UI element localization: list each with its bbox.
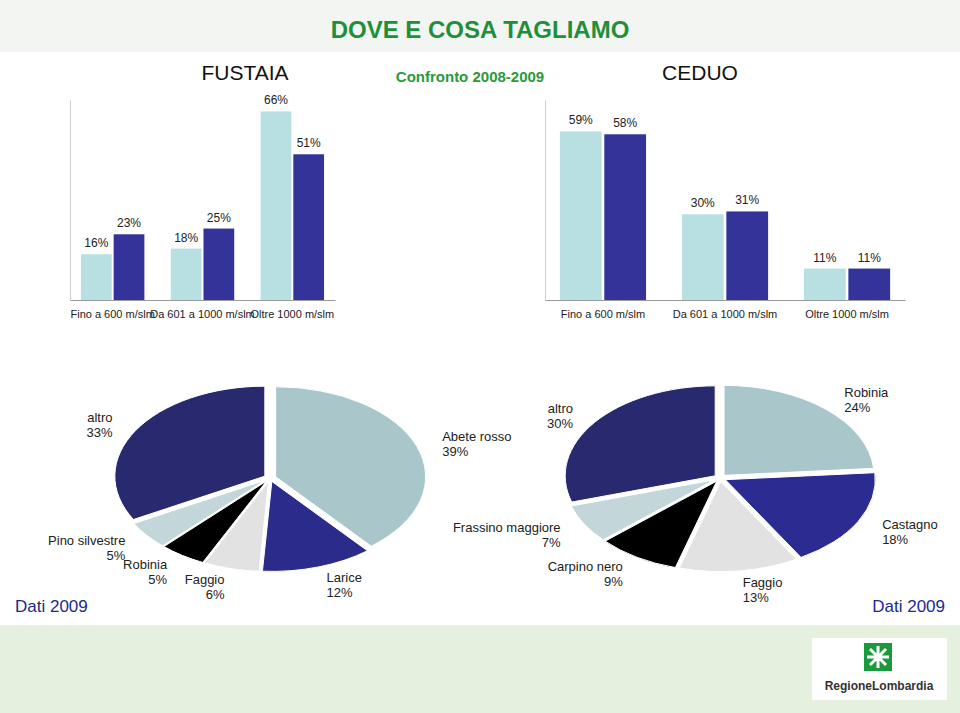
data-label: 58% [613, 116, 637, 130]
data-labels: 59% 30% 11% 58% 31% 11% [569, 113, 881, 264]
footer-band [0, 625, 960, 713]
axis-line [70, 101, 71, 301]
bar [203, 229, 234, 300]
slice [565, 386, 715, 502]
tick-label: Fino a 600 m/slm [70, 308, 154, 320]
bar [560, 131, 602, 300]
data-label: 66% [264, 93, 288, 107]
data-label: 51% [297, 136, 321, 150]
bar [114, 234, 145, 300]
slice-labels: Abete rosso39% Larice12% Faggio6% Robinia5%… [48, 410, 511, 602]
tick: Da 601 a 1000 m/slm [150, 300, 255, 320]
bar [804, 269, 846, 300]
data-label: 39% [442, 444, 468, 459]
data-label: 25% [207, 211, 231, 225]
slice-label: Carpino nero [548, 559, 623, 574]
chart-subtitle: Dati 2009 [872, 597, 945, 616]
logo-text: RegioneLombardia [825, 679, 934, 693]
slice-label: Frassino maggiore [453, 520, 561, 535]
axis-line [545, 101, 546, 301]
data-label: 9% [604, 574, 623, 589]
subtitle: Confronto 2008-2009 [396, 68, 544, 85]
tick-label: Oltre 1000 m/slm [805, 308, 889, 320]
axis-line [71, 300, 336, 301]
y-axis [70, 101, 71, 301]
chart-title: FUSTAIA [201, 61, 288, 84]
slice-label: altro [87, 410, 112, 425]
data-label: 11% [813, 251, 836, 265]
plot-area [81, 111, 324, 300]
tick-label: Fino a 600 m/slm [561, 308, 645, 320]
x-axis: Fino a 600 m/slm Da 601 a 1000 m/slm Oltre… [546, 300, 906, 320]
slices [565, 385, 875, 571]
data-labels: 16% 18% 66% 23% 25% 51% [84, 93, 321, 250]
slice-label: Abete rosso [442, 429, 511, 444]
slice-label: Faggio [185, 572, 225, 587]
tick: Da 601 a 1000 m/slm [673, 300, 778, 320]
data-label: 6% [206, 587, 225, 602]
slice-label: altro [548, 401, 573, 416]
bar [682, 214, 724, 300]
data-label: 13% [743, 590, 769, 605]
data-label: 24% [844, 400, 870, 415]
data-label: 12% [327, 585, 353, 600]
bar-chart: CEDUO 59% 30% 11% 58% 31% 11% Fino a 600 m/slm D… [546, 61, 906, 320]
data-label: 33% [86, 425, 112, 440]
logo-icon [864, 643, 892, 671]
slice-labels: Robinia24% Castagno18% Faggio13% Carpino ne… [453, 385, 938, 605]
tick: Fino a 600 m/slm [561, 300, 645, 320]
logo-box [812, 638, 947, 700]
slices [115, 386, 426, 571]
slice [115, 386, 265, 519]
data-label: 18% [882, 532, 908, 547]
y-axis [545, 101, 546, 301]
pie-chart: Robinia24% Castagno18% Faggio13% Carpino ne… [453, 385, 945, 616]
data-label: 18% [174, 231, 198, 245]
data-label: 59% [569, 113, 593, 127]
tick: Oltre 1000 m/slm [250, 300, 334, 320]
tick-label: Da 601 a 1000 m/slm [673, 308, 778, 320]
data-label: 23% [117, 216, 141, 230]
logo: RegioneLombardia [812, 638, 947, 700]
tick-label: Da 601 a 1000 m/slm [150, 308, 255, 320]
bar [261, 111, 292, 300]
bar [293, 154, 324, 300]
data-label: 5% [148, 572, 167, 587]
data-label: 31% [735, 193, 759, 207]
data-label: 5% [107, 548, 126, 563]
slice [262, 481, 367, 571]
bar [81, 254, 112, 300]
data-label: 7% [542, 535, 561, 550]
logo-icon-mark [867, 646, 889, 668]
slice-label: Robinia [123, 557, 168, 572]
title: DOVE E COSA TAGLIAMO [331, 16, 630, 43]
bar [171, 249, 202, 300]
tick: Fino a 600 m/slm [70, 300, 154, 320]
bar [604, 134, 646, 300]
axis-line [546, 300, 906, 301]
bar [726, 211, 768, 300]
data-label: 11% [858, 251, 881, 265]
tick-label: Oltre 1000 m/slm [250, 308, 334, 320]
slice-label: Robinia [844, 385, 889, 400]
slice-label: Castagno [882, 517, 938, 532]
pie-chart: Abete rosso39% Larice12% Faggio6% Robinia5%… [15, 386, 512, 616]
plot-area [560, 131, 890, 300]
header-band [0, 0, 960, 52]
data-label: 16% [84, 236, 108, 250]
chart-subtitle: Dati 2009 [15, 597, 88, 616]
data-label: 30% [547, 416, 573, 431]
bar-chart: FUSTAIA 16% 18% 66% 23% 25% 51% Fino a 600 m/sl… [70, 61, 335, 320]
slide: DOVE E COSA TAGLIAMO Confronto 2008-2009 F… [0, 0, 960, 713]
bar [848, 269, 890, 300]
background [0, 0, 960, 713]
slice-label: Larice [327, 570, 362, 585]
slice-label: Pino silvestre [48, 533, 125, 548]
slice-label: Faggio [743, 575, 783, 590]
tick: Oltre 1000 m/slm [805, 300, 889, 320]
data-label: 30% [691, 196, 715, 210]
x-axis: Fino a 600 m/slmDa 601 a 1000 m/slmOltre… [70, 300, 335, 320]
chart-title: CEDUO [662, 61, 738, 84]
